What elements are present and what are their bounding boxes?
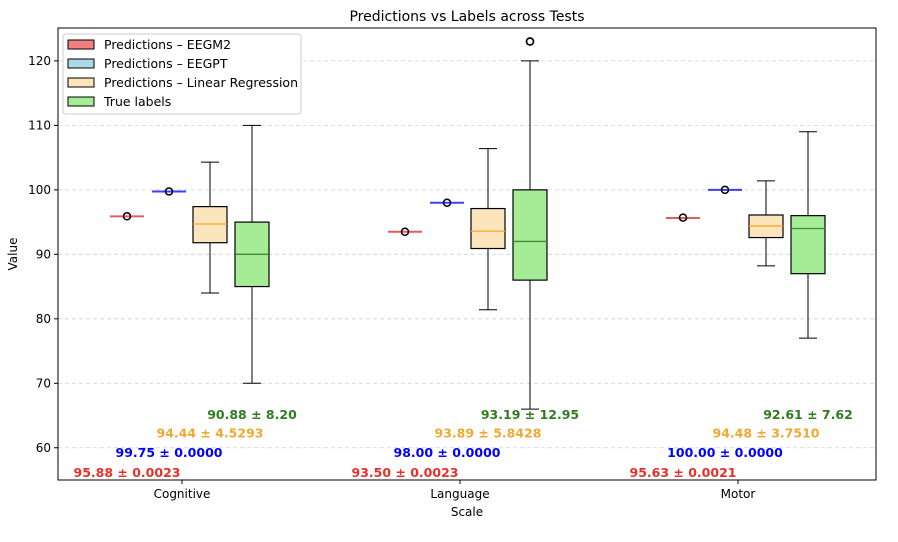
y-tick-label: 60 (36, 441, 51, 455)
mean-std-annotation: 95.88 ± 0.0023 (74, 465, 181, 480)
x-axis-label: Scale (451, 505, 483, 519)
flier-point (525, 37, 535, 46)
mean-std-annotation: 95.63 ± 0.0021 (630, 465, 737, 480)
y-tick-label: 110 (28, 118, 51, 132)
legend: Predictions – EEGM2 Predictions – EEGPT Pr… (62, 33, 302, 115)
mean-std-annotation: 94.48 ± 3.7510 (713, 426, 820, 441)
legend-swatch (67, 96, 95, 107)
y-tick-label: 70 (36, 376, 51, 390)
legend-label: Predictions – EEGM2 (104, 37, 231, 52)
box (790, 215, 826, 275)
legend-frame (62, 33, 302, 115)
box (512, 189, 548, 281)
mean-std-annotation: 92.61 ± 7.62 (763, 407, 853, 422)
legend-label: Predictions – Linear Regression (104, 75, 298, 90)
y-tick-label: 90 (36, 247, 51, 261)
legend-swatch (67, 58, 95, 69)
legend-swatch (67, 77, 95, 88)
box (470, 207, 506, 250)
chart-title: Predictions vs Labels across Tests (349, 9, 584, 25)
mean-std-annotation: 98.00 ± 0.0000 (394, 445, 501, 460)
legend-label: True labels (103, 94, 171, 109)
legend-label: Predictions – EEGPT (104, 56, 228, 71)
legend-swatch (67, 39, 95, 50)
plot-frame (57, 27, 877, 481)
x-tick-label: Language (430, 487, 489, 501)
flier-point (400, 227, 410, 237)
x-tick-label: Motor (721, 487, 756, 501)
mean-std-annotation: 99.75 ± 0.0000 (116, 445, 223, 460)
mean-std-annotation: 94.44 ± 4.5293 (157, 426, 264, 441)
flier-point (164, 187, 174, 196)
y-axis-label: Value (6, 238, 20, 271)
flier-point (678, 213, 688, 222)
mean-std-annotation: 100.00 ± 0.0000 (667, 445, 783, 460)
flier-point (720, 185, 730, 195)
flier-point (122, 212, 132, 221)
flier-point (442, 198, 452, 207)
mean-std-annotation: 90.88 ± 8.20 (207, 407, 297, 422)
y-tick-label: 120 (28, 54, 51, 68)
mean-std-annotation: 93.89 ± 5.8428 (435, 426, 542, 441)
mean-std-annotation: 93.50 ± 0.0023 (352, 465, 459, 480)
x-tick-label: Cognitive (154, 487, 211, 501)
y-tick-label: 80 (36, 312, 51, 326)
mean-std-annotation: 93.19 ± 12.95 (481, 407, 579, 422)
y-tick-label: 100 (28, 183, 51, 197)
